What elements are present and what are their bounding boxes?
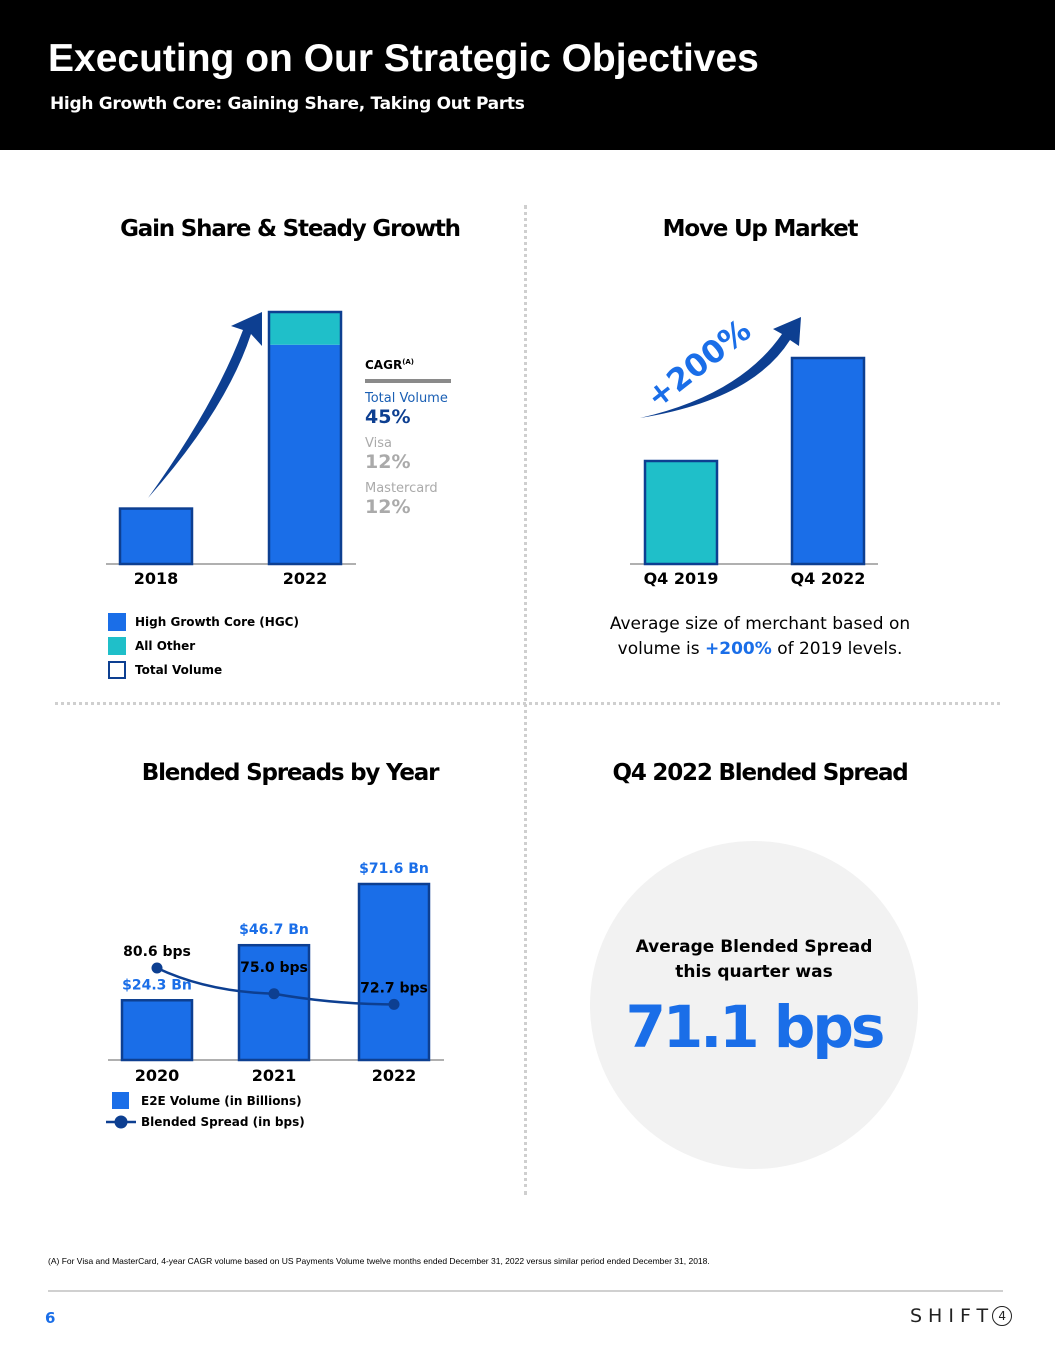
page-title: Executing on Our Strategic Objectives: [48, 37, 759, 80]
cagr-total-value: 45%: [365, 406, 411, 428]
header-banner: Executing on Our Strategic Objectives Hi…: [0, 0, 1055, 150]
q4-spread-title: Q4 2022 Blended Spread: [612, 760, 908, 786]
data-label-volume-2020: $24.3 Bn: [122, 977, 192, 993]
data-label-volume-2022: $71.6 Bn: [359, 861, 429, 877]
x-tick-2020: 2020: [135, 1066, 180, 1085]
horizontal-divider: [55, 702, 1000, 705]
legend-item-hgc: High Growth Core (HGC): [108, 610, 299, 634]
spread-line: [156, 966, 395, 1006]
blended-title: Blended Spreads by Year: [141, 760, 440, 786]
x-tick-2018: 2018: [134, 569, 179, 588]
cagr-rule: [365, 379, 451, 383]
cagr-heading: CAGR(A): [365, 358, 415, 372]
page-subtitle: High Growth Core: Gaining Share, Taking …: [50, 94, 525, 114]
legend-item-spread: Blended Spread (in bps): [106, 1111, 305, 1132]
legend-item-e2e: E2E Volume (in Billions): [106, 1090, 305, 1111]
x-tick-Q4-2022: Q4 2022: [791, 569, 866, 588]
growth-arrow: [640, 317, 801, 418]
merchant-note: Average size of merchant based on volume…: [609, 614, 911, 659]
spread-point-2021: [268, 988, 280, 1000]
spread-point-2022: [388, 998, 400, 1010]
blended-legend: E2E Volume (in Billions) Blended Spread …: [106, 1090, 305, 1132]
shift4-logo: SHIFT 4: [910, 1305, 1013, 1327]
spread-point-2020: [151, 962, 163, 974]
page-number: 6: [45, 1309, 56, 1327]
x-tick-2022: 2022: [283, 569, 328, 588]
bar-Q4-2022: [790, 356, 866, 566]
growth-arrow: [148, 312, 262, 498]
cagr-block: CAGR(A) Total Volume 45% Visa 12% Master…: [365, 358, 475, 526]
cagr-visa-value: 12%: [365, 451, 411, 473]
x-tick-Q4-2019: Q4 2019: [644, 569, 719, 588]
move-up-title: Move Up Market: [662, 216, 859, 242]
legend-line-marker: [106, 1115, 136, 1128]
bar-outline-2018: [118, 507, 194, 566]
x-tick-2022: 2022: [372, 1066, 417, 1085]
bar-e2e-2022: [357, 882, 431, 1062]
spread-circle-label: Average Blended Spread this quarter was: [635, 937, 873, 982]
data-label-spread-2021: 75.0 bps: [240, 960, 308, 976]
vertical-divider: [524, 205, 527, 1195]
cagr-mastercard-label: Mastercard: [365, 481, 438, 496]
spread-circle: Average Blended Spread this quarter was 7…: [590, 841, 918, 1169]
cagr-mastercard-value: 12%: [365, 496, 411, 518]
merchant-note-highlight: +200%: [705, 639, 772, 659]
bar-e2e-2020: [120, 999, 194, 1062]
growth-label: +200%: [640, 312, 758, 415]
cagr-visa-label: Visa: [365, 436, 392, 451]
data-label-spread-2020: 80.6 bps: [123, 944, 191, 960]
legend-item-all-other: All Other: [108, 634, 299, 658]
spread-circle-value: 71.1 bps: [625, 993, 886, 1061]
footer-rule: [48, 1290, 1003, 1292]
bar-hgc-2022: [269, 344, 341, 564]
bar-Q4-2019: [643, 459, 719, 566]
gain-share-title: Gain Share & Steady Growth: [120, 216, 461, 242]
x-tick-2021: 2021: [252, 1066, 297, 1085]
data-label-volume-2021: $46.7 Bn: [239, 922, 309, 938]
bar-hgc-2018: [120, 508, 192, 564]
bar-other-2022: [269, 312, 341, 345]
logo-four-circle: 4: [992, 1306, 1013, 1326]
legend-item-total-volume: Total Volume: [108, 658, 299, 682]
bar-outline-2022: [267, 310, 343, 566]
gain-share-legend: High Growth Core (HGC) All Other Total V…: [108, 610, 299, 682]
data-label-spread-2022: 72.7 bps: [360, 980, 428, 996]
bar-e2e-2021: [237, 943, 311, 1062]
cagr-total-label: Total Volume: [365, 391, 448, 406]
footnote: (A) For Visa and MasterCard, 4-year CAGR…: [48, 1256, 710, 1266]
